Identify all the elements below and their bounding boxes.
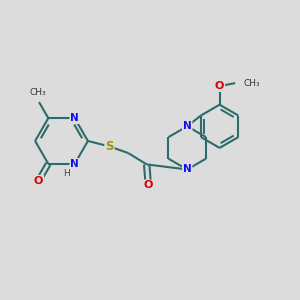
Text: N: N: [70, 113, 79, 123]
Text: O: O: [143, 180, 153, 190]
Text: CH₃: CH₃: [30, 88, 46, 97]
Text: N: N: [183, 121, 192, 131]
Text: N: N: [183, 164, 192, 175]
Text: O: O: [215, 81, 224, 91]
Text: S: S: [105, 140, 114, 153]
Text: CH₃: CH₃: [244, 79, 260, 88]
Text: N: N: [70, 159, 79, 169]
Text: H: H: [63, 169, 70, 178]
Text: O: O: [34, 176, 43, 186]
